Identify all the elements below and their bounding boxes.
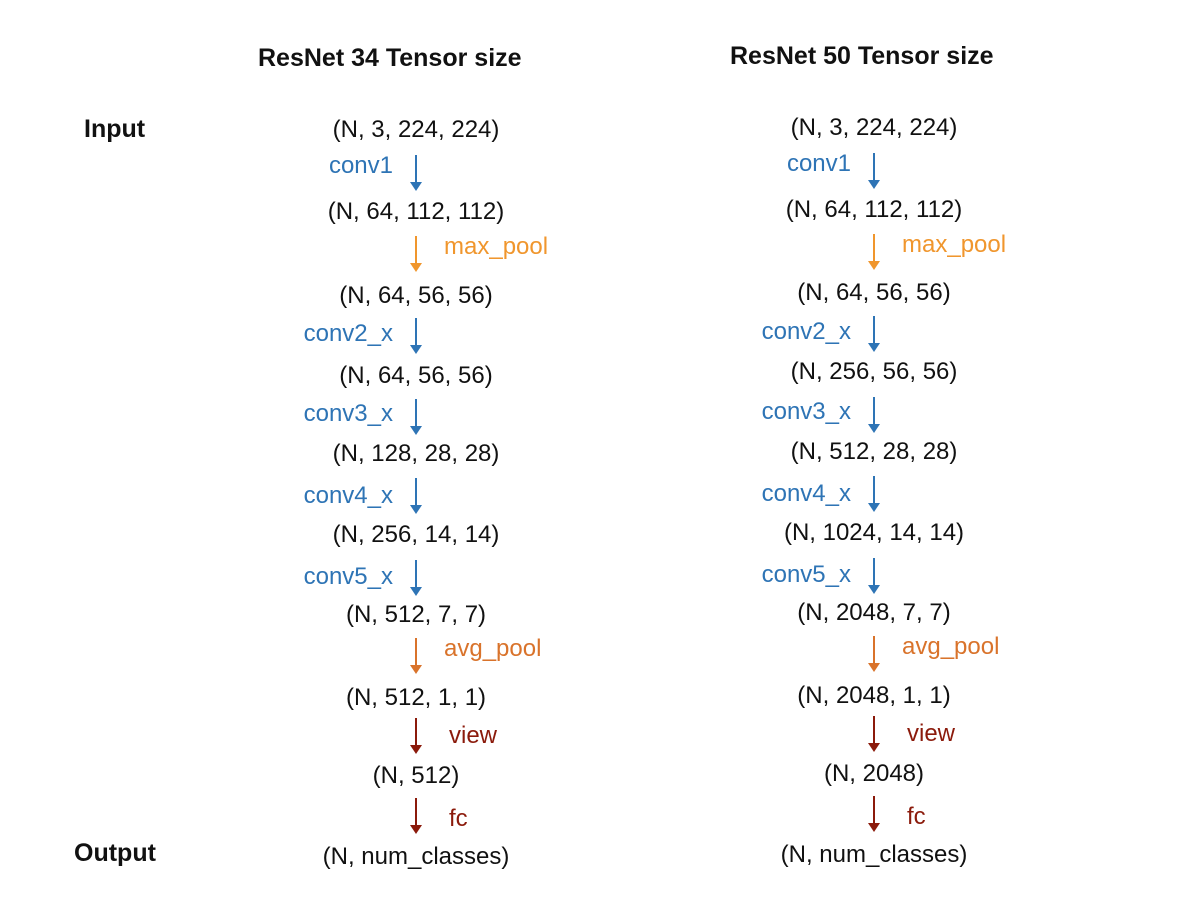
down-arrow-icon	[409, 478, 423, 514]
resnet50-tensor-shape: (N, 64, 112, 112)	[785, 196, 963, 223]
down-arrow-icon	[867, 153, 881, 189]
resnet34-op-label: conv2_x	[303, 320, 393, 347]
resnet34-tensor-shape: (N, 3, 224, 224)	[332, 116, 500, 143]
resnet34-op-label: conv5_x	[303, 563, 393, 590]
down-arrow-icon	[409, 718, 423, 754]
resnet34-op-label: avg_pool	[444, 635, 542, 662]
resnet50-op-label: avg_pool	[902, 633, 1000, 660]
resnet50-tensor-shape: (N, 64, 56, 56)	[797, 279, 951, 306]
resnet50-tensor-shape: (N, 1024, 14, 14)	[783, 519, 965, 546]
down-arrow-icon	[867, 316, 881, 352]
resnet34-tensor-shape: (N, 512, 7, 7)	[345, 601, 487, 628]
down-arrow-icon	[867, 476, 881, 512]
down-arrow-icon	[409, 236, 423, 272]
down-arrow-icon	[867, 234, 881, 270]
output-row-label: Output	[74, 839, 156, 867]
resnet34-op-label: max_pool	[444, 233, 549, 260]
resnet50-tensor-shape: (N, 256, 56, 56)	[790, 358, 958, 385]
resnet50-op-label: conv3_x	[761, 398, 851, 425]
resnet34-tensor-shape: (N, 64, 112, 112)	[327, 198, 505, 225]
down-arrow-icon	[867, 397, 881, 433]
resnet50-title: ResNet 50 Tensor size	[730, 42, 994, 70]
down-arrow-icon	[409, 318, 423, 354]
resnet34-tensor-shape: (N, 256, 14, 14)	[332, 521, 500, 548]
down-arrow-icon	[867, 558, 881, 594]
down-arrow-icon	[409, 798, 423, 834]
resnet34-tensor-shape: (N, 64, 56, 56)	[339, 282, 493, 309]
resnet34-op-label: conv4_x	[303, 482, 393, 509]
resnet34-tensor-shape: (N, 512)	[372, 762, 460, 789]
resnet34-op-label: conv1	[328, 152, 393, 179]
resnet50-tensor-shape: (N, 512, 28, 28)	[790, 438, 958, 465]
resnet50-tensor-shape: (N, 2048)	[823, 760, 925, 787]
resnet34-tensor-shape: (N, 128, 28, 28)	[332, 440, 500, 467]
resnet34-op-label: view	[449, 722, 498, 749]
input-row-label: Input	[84, 115, 146, 143]
resnet34-tensor-shape: (N, 64, 56, 56)	[339, 362, 493, 389]
resnet34-tensor-shape: (N, num_classes)	[322, 843, 510, 870]
resnet50-op-label: conv5_x	[761, 561, 851, 588]
resnet50-op-label: conv4_x	[761, 480, 851, 507]
resnet50-op-label: view	[907, 720, 956, 747]
resnet50-op-label: conv1	[786, 150, 851, 177]
resnet34-op-label: conv3_x	[303, 400, 393, 427]
resnet50-op-label: fc	[907, 803, 926, 830]
down-arrow-icon	[867, 636, 881, 672]
down-arrow-icon	[867, 796, 881, 832]
resnet50-tensor-shape: (N, 2048, 1, 1)	[797, 682, 951, 709]
resnet34-tensor-shape: (N, 512, 1, 1)	[345, 684, 487, 711]
resnet34-op-label: fc	[449, 805, 468, 832]
resnet50-tensor-shape: (N, 3, 224, 224)	[790, 114, 958, 141]
resnet50-tensor-shape: (N, 2048, 7, 7)	[797, 599, 951, 626]
resnet50-op-label: conv2_x	[761, 318, 851, 345]
resnet50-tensor-shape: (N, num_classes)	[780, 841, 968, 868]
down-arrow-icon	[867, 716, 881, 752]
resnet34-title: ResNet 34 Tensor size	[258, 44, 522, 72]
resnet50-op-label: max_pool	[902, 231, 1007, 258]
down-arrow-icon	[409, 560, 423, 596]
down-arrow-icon	[409, 155, 423, 191]
down-arrow-icon	[409, 399, 423, 435]
down-arrow-icon	[409, 638, 423, 674]
